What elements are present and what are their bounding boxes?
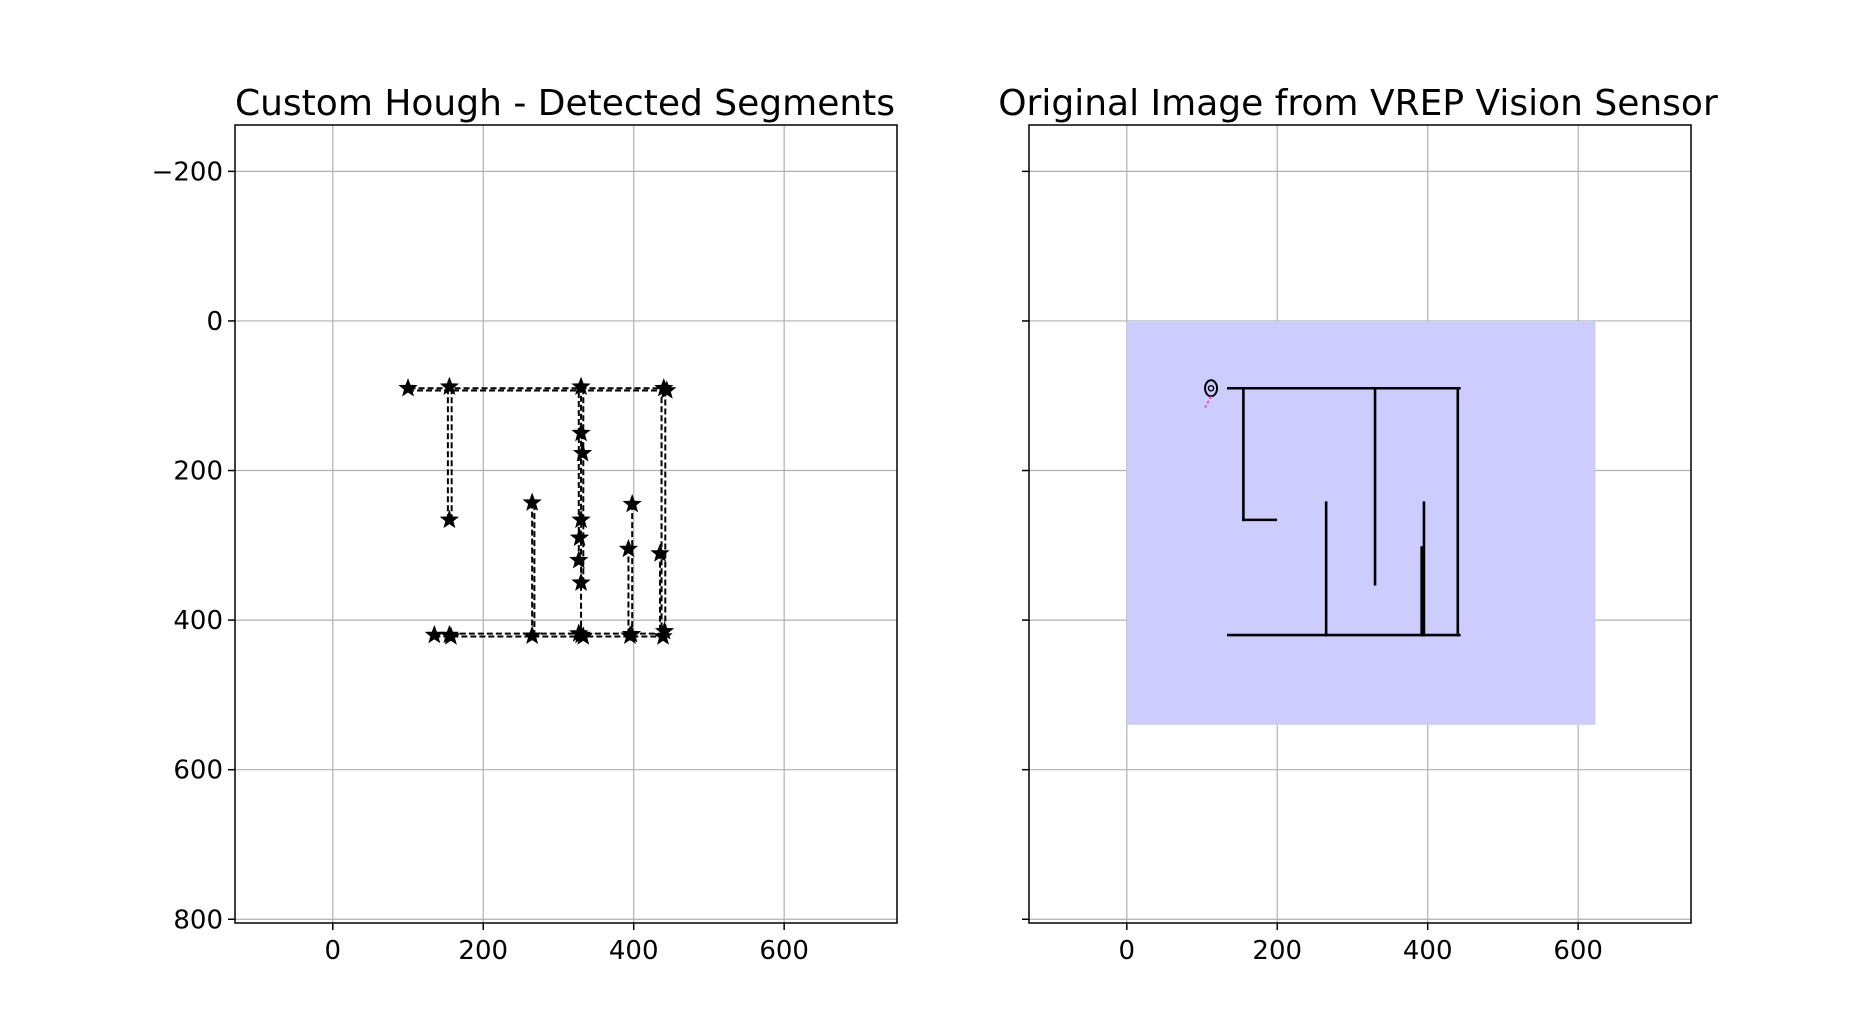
x-tick-label: 600 [759, 936, 809, 966]
grid [235, 125, 897, 923]
endpoint-marker [618, 538, 639, 558]
y-tick-label: 600 [173, 756, 223, 786]
y-tick-label: 400 [173, 606, 223, 636]
endpoint-marker [573, 626, 593, 645]
endpoint-marker [439, 509, 460, 529]
plot-content [398, 376, 677, 645]
vision-sensor-panel: Original Image from VREP Vision Sensor 0… [998, 83, 1718, 966]
x-tick-label: 200 [458, 936, 508, 966]
panel-title: Original Image from VREP Vision Sensor [998, 83, 1718, 124]
robot-heading [1203, 395, 1212, 410]
robot-center [1207, 384, 1215, 392]
panel-title: Custom Hough - Detected Segments [235, 83, 895, 124]
endpoint-marker [522, 492, 542, 511]
endpoint-marker [571, 376, 591, 395]
endpoint-marker [398, 378, 418, 397]
endpoint-marker [569, 550, 589, 569]
ticks: 0 200 400 600 −200 0 200 400 600 800 [152, 157, 809, 966]
y-tick-label: 0 [206, 307, 223, 337]
endpoint-marker [654, 621, 675, 640]
x-tick-label: 400 [609, 936, 659, 966]
axes-frame [234, 124, 898, 924]
x-tick-label: 0 [325, 936, 342, 966]
x-tick-label: 400 [1403, 936, 1453, 966]
endpoint-marker [424, 624, 444, 644]
endpoint-marker [441, 626, 461, 645]
endpoint-marker [622, 494, 642, 513]
y-tick-label: 200 [173, 457, 223, 487]
robot-icon [1203, 379, 1219, 410]
y-tick-label: −200 [152, 157, 223, 187]
x-tick-label: 0 [1119, 936, 1136, 966]
endpoint-marker [571, 422, 591, 442]
x-tick-label: 600 [1553, 936, 1603, 966]
hough-segments-panel: Custom Hough - Detected Segments 0 200 400… [152, 83, 898, 966]
axes-frame [1028, 124, 1692, 924]
endpoint-marker [571, 572, 591, 591]
endpoint-marker [657, 380, 677, 399]
x-tick-label: 200 [1252, 936, 1302, 966]
y-tick-label: 800 [173, 905, 223, 935]
endpoint-marker [572, 443, 593, 462]
endpoint-marker [439, 376, 460, 395]
sensor-image-background [1126, 320, 1596, 725]
endpoint-marker [522, 625, 542, 645]
image-content [1126, 320, 1596, 725]
endpoint-marker [621, 624, 642, 643]
endpoint-marker [650, 543, 670, 562]
ticks: 0 200 400 600 [1022, 170, 1603, 966]
endpoint-marker [571, 509, 591, 529]
endpoint-marker [569, 527, 590, 547]
